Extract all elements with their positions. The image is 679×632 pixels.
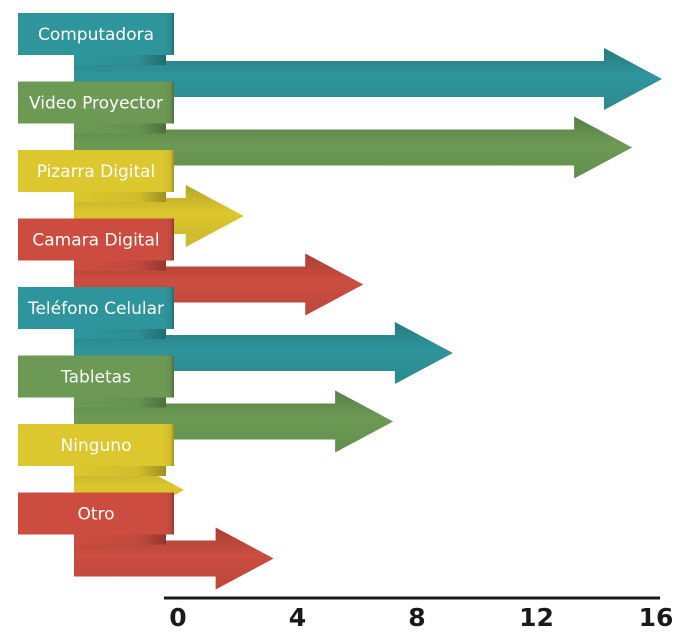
bar-arrow <box>74 48 662 110</box>
category-label: Otro <box>18 492 174 535</box>
category-label-box <box>18 13 174 55</box>
category-label-text: Teléfono Celular <box>27 299 164 319</box>
category-label-box <box>18 218 174 261</box>
category-label: Ninguno <box>18 424 174 466</box>
category-label-text: Computadora <box>38 25 154 45</box>
bar-arrow <box>74 116 633 179</box>
x-tick-label: 4 <box>289 603 306 628</box>
x-tick-label: 0 <box>169 603 186 628</box>
category-labels-layer: Computadora Video Proyector Pizarra Digita… <box>18 13 174 535</box>
x-axis: 0 4 8 12 16 <box>164 596 674 632</box>
x-tick-label: 16 <box>639 603 674 628</box>
category-label-box <box>18 150 174 192</box>
x-tick-label: 8 <box>408 603 425 628</box>
category-label-box <box>18 355 174 398</box>
category-label-text: Ninguno <box>61 436 132 456</box>
category-label-box <box>18 81 174 124</box>
category-label-box <box>18 287 174 329</box>
category-label: Teléfono Celular <box>18 287 174 329</box>
category-label-text: Tabletas <box>60 368 131 388</box>
category-label-text: Otro <box>77 505 114 525</box>
category-label-box <box>18 492 174 535</box>
category-label: Camara Digital <box>18 218 174 261</box>
category-label-text: Pizarra Digital <box>37 162 156 182</box>
category-label: Pizarra Digital <box>18 150 174 192</box>
category-label: Computadora <box>18 13 174 55</box>
category-label-text: Camara Digital <box>32 231 159 251</box>
category-label: Video Proyector <box>18 81 174 124</box>
x-tick-label: 12 <box>519 603 554 628</box>
category-label-box <box>18 424 174 466</box>
category-label-text: Video Proyector <box>29 94 163 114</box>
category-label: Tabletas <box>18 355 174 398</box>
